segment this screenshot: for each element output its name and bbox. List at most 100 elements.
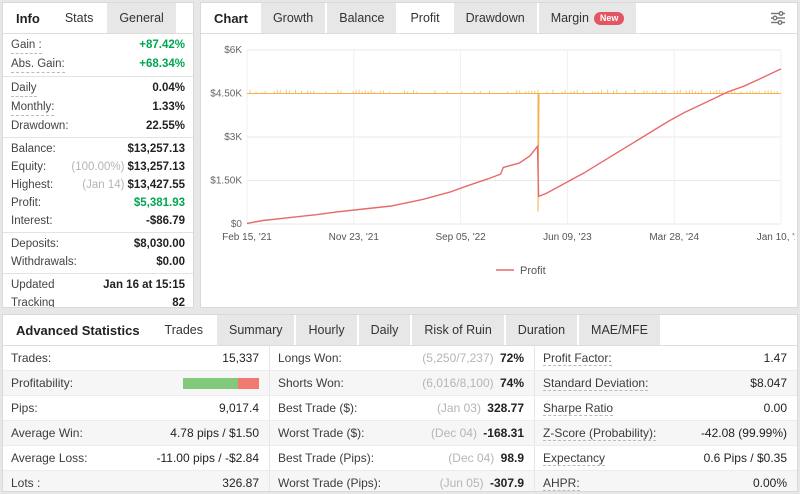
stat-subvalue: (5,250/7,237) [422, 351, 497, 365]
info-row-label: Deposits: [11, 238, 59, 250]
info-row-label: Updated [11, 279, 55, 291]
table-row: Lots : 326.87 Worst Trade (Pips): (Jun 05) … [3, 471, 797, 491]
info-row: Interest: -$86.79 [3, 212, 193, 230]
profitability-bar-loss [238, 377, 259, 389]
threshold-noise [249, 89, 778, 94]
info-row-label: Equity: [11, 161, 47, 173]
tab-summary[interactable]: Summary [217, 315, 295, 345]
table-row: Average Loss: -11.00 pips / -$2.84 Best Tr… [3, 446, 797, 471]
stat-label: Best Trade ($): [278, 401, 358, 415]
stat-value: (6,016/8,100) 74% [422, 376, 524, 390]
tab-general[interactable]: General [107, 3, 176, 33]
tab-daily[interactable]: Daily [358, 315, 411, 345]
stat-label[interactable]: AHPR: [543, 475, 580, 491]
info-tabbar: Info Stats General [3, 3, 193, 34]
info-row-label: Monthly: [11, 99, 55, 116]
y-axis-tick-label: $3K [224, 132, 242, 143]
info-row-value: +87.42% [139, 39, 185, 51]
stat-label[interactable]: Sharpe Ratio [543, 400, 614, 416]
stat-label: Lots : [11, 476, 41, 490]
stat-value: 326.87 [222, 476, 259, 490]
info-row-value: 22.55% [145, 120, 185, 132]
table-cell: Shorts Won: (6,016/8,100) 74% [269, 371, 534, 395]
profit-chart[interactable]: $6K $4.50K $3K $1.50K $0 Feb 15, '21 Nov 23, '… [201, 34, 797, 306]
tab-profit[interactable]: Profit [398, 3, 452, 33]
stat-label: Shorts Won: [278, 376, 344, 390]
table-cell: Average Win: 4.78 pips / $1.50 [3, 421, 269, 445]
info-row-label: Gain : [11, 37, 42, 54]
top-section: Info Stats General Gain : +87.42% Abs. Gai… [2, 2, 798, 308]
stat-label[interactable]: Standard Deviation: [543, 375, 649, 391]
stat-label: Pips: [11, 401, 38, 415]
info-row: Gain : +87.42% [3, 36, 193, 55]
info-row-value: $5,381.93 [133, 197, 185, 209]
table-row: Trades: 15,337 Longs Won: (5,250/7,237) 72%… [3, 346, 797, 371]
stat-label[interactable]: Expectancy [543, 450, 606, 466]
table-cell: Lots : 326.87 [3, 471, 269, 491]
table-row: Average Win: 4.78 pips / $1.50 Worst Trade… [3, 421, 797, 446]
info-section: Balance: $13,257.13 Equity: (100.00%) $13,25… [3, 138, 193, 233]
tab-drawdown[interactable]: Drawdown [453, 3, 537, 33]
table-cell: Trades: 15,337 [3, 346, 269, 370]
info-panel: Info Stats General Gain : +87.42% Abs. Gai… [2, 2, 194, 308]
legend-label[interactable]: Profit [520, 265, 546, 277]
table-row: Pips: 9,017.4 Best Trade ($): (Jan 03) 328.… [3, 396, 797, 421]
tab-duration[interactable]: Duration [505, 315, 578, 345]
stat-value: (Dec 04) 98.9 [448, 451, 524, 465]
info-section: Updated Jan 16 at 15:15 Tracking 82 [3, 274, 193, 308]
info-row-label: Daily [11, 80, 37, 97]
info-row-value: Jan 16 at 15:15 [103, 279, 185, 291]
x-axis-tick-label: Sep 05, '22 [435, 232, 486, 243]
tab-stats[interactable]: Stats [52, 3, 106, 33]
info-section: Gain : +87.42% Abs. Gain: +68.34% [3, 34, 193, 77]
info-row-label: Drawdown: [11, 120, 69, 132]
stat-value: 0.00 [763, 401, 787, 415]
stat-value: 15,337 [222, 351, 259, 365]
info-row-value: $8,030.00 [133, 238, 185, 250]
table-cell: AHPR: 0.00% [534, 471, 797, 491]
trades-statistics-table: Trades: 15,337 Longs Won: (5,250/7,237) 72%… [3, 346, 797, 491]
tab-margin[interactable]: Margin New [538, 3, 637, 33]
tab-growth[interactable]: Growth [260, 3, 326, 33]
info-row: Abs. Gain: +68.34% [3, 55, 193, 74]
stat-value: 0.6 Pips / $0.35 [703, 451, 787, 465]
info-row-value: +68.34% [139, 58, 185, 70]
chart-panel: Chart Growth Balance Profit Drawdown Mar… [200, 2, 798, 308]
info-row-value: (100.00%) $13,257.13 [71, 161, 185, 173]
x-axis-tick-label: Jun 09, '23 [543, 232, 592, 243]
tab-hourly[interactable]: Hourly [296, 315, 357, 345]
stat-value: -11.00 pips / -$2.84 [156, 451, 259, 465]
info-row-value: (Jan 14) $13,427.55 [82, 179, 185, 191]
chart-settings-button[interactable] [759, 3, 797, 33]
stat-value: (Jun 05) -307.9 [439, 476, 524, 490]
table-cell: Profitability: [3, 371, 269, 395]
info-row-label: Highest: [11, 179, 54, 191]
info-section: Daily 0.04% Monthly: 1.33% Drawdown: 22.55% [3, 77, 193, 138]
new-badge: New [593, 11, 625, 25]
tab-mae-mfe[interactable]: MAE/MFE [579, 315, 660, 345]
info-row-label: Profit: [11, 197, 42, 209]
y-axis-tick-label: $0 [231, 219, 243, 230]
tab-chart[interactable]: Chart [214, 10, 248, 26]
tab-trades[interactable]: Trades [152, 315, 215, 345]
x-axis-tick-label: Mar 28, '24 [649, 232, 699, 243]
stat-label[interactable]: Z-Score (Probability): [543, 425, 657, 441]
stat-label: Best Trade (Pips): [278, 451, 375, 465]
table-cell: Average Loss: -11.00 pips / -$2.84 [3, 446, 269, 470]
tab-risk-of-ruin[interactable]: Risk of Ruin [412, 315, 504, 345]
info-row-label: Withdrawals: [11, 256, 77, 268]
stat-value: 1.47 [763, 351, 787, 365]
table-cell: Standard Deviation: $8.047 [534, 371, 797, 395]
stat-value: 4.78 pips / $1.50 [170, 426, 259, 440]
info-row-label: Interest: [11, 215, 53, 227]
table-cell: Best Trade ($): (Jan 03) 328.77 [269, 396, 534, 420]
profitability-bar [183, 377, 259, 389]
tab-info[interactable]: Info [16, 10, 40, 26]
table-cell: Pips: 9,017.4 [3, 396, 269, 420]
stat-label[interactable]: Profit Factor: [543, 350, 612, 366]
info-row-value: 82 [172, 297, 185, 308]
tab-balance[interactable]: Balance [327, 3, 397, 33]
info-row-label: Abs. Gain: [11, 56, 65, 73]
profitability-bar-win [183, 377, 239, 389]
info-row-value: 0.04% [152, 82, 185, 94]
